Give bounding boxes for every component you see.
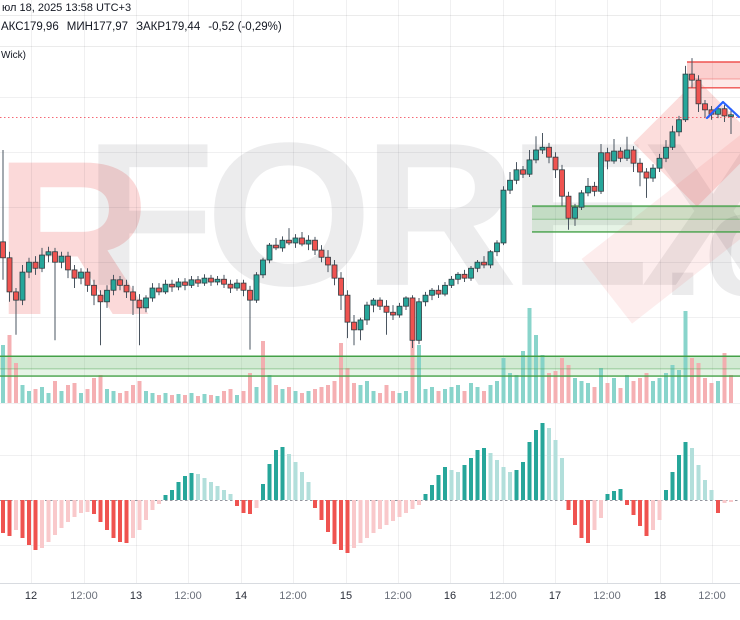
pane-separator <box>0 46 740 47</box>
ohlc-high: АКС179,96 <box>1 21 59 33</box>
time-axis-label: 12:00 <box>698 590 726 602</box>
chart-datetime: юл 18, 2025 13:58 UTC+3 <box>2 2 132 14</box>
oscillator-series <box>1 423 733 553</box>
grid <box>0 0 740 583</box>
time-axis-label: 12:00 <box>593 590 621 602</box>
time-axis-label: 16 <box>443 590 457 602</box>
time-axis-label: 12 <box>24 590 38 602</box>
volume-series <box>1 308 733 403</box>
time-axis-label: 12:00 <box>279 590 307 602</box>
ohlc-readout: АКС179,96 МИН177,97 ЗАКР179,44 -0,52 (-0,29… <box>1 21 290 33</box>
time-axis-label: 13 <box>129 590 143 602</box>
time-axis-label: 18 <box>653 590 667 602</box>
indicator-label: Wick) <box>1 50 26 61</box>
candlestick-series <box>0 58 734 350</box>
pane-separator <box>0 15 740 16</box>
ohlc-low: МИН177,97 <box>66 21 129 33</box>
time-axis-label: 12:00 <box>174 590 202 602</box>
time-axis-label: 12:00 <box>384 590 412 602</box>
zone-fills <box>0 62 740 377</box>
ohlc-change: -0,52 (-0,29%) <box>208 21 282 33</box>
time-axis-label: 17 <box>548 590 562 602</box>
time-axis[interactable]: 12 12:00 13 12:00 14 12:00 15 12:00 16 12:00 17 12:… <box>0 583 740 620</box>
forecast-line <box>705 100 740 120</box>
time-axis-label: 12:00 <box>489 590 517 602</box>
zone-borders <box>0 61 740 377</box>
time-axis-label: 14 <box>234 590 248 602</box>
ohlc-close: ЗАКР179,44 <box>136 21 201 33</box>
time-axis-label: 15 <box>339 590 353 602</box>
time-axis-label: 12:00 <box>70 590 98 602</box>
